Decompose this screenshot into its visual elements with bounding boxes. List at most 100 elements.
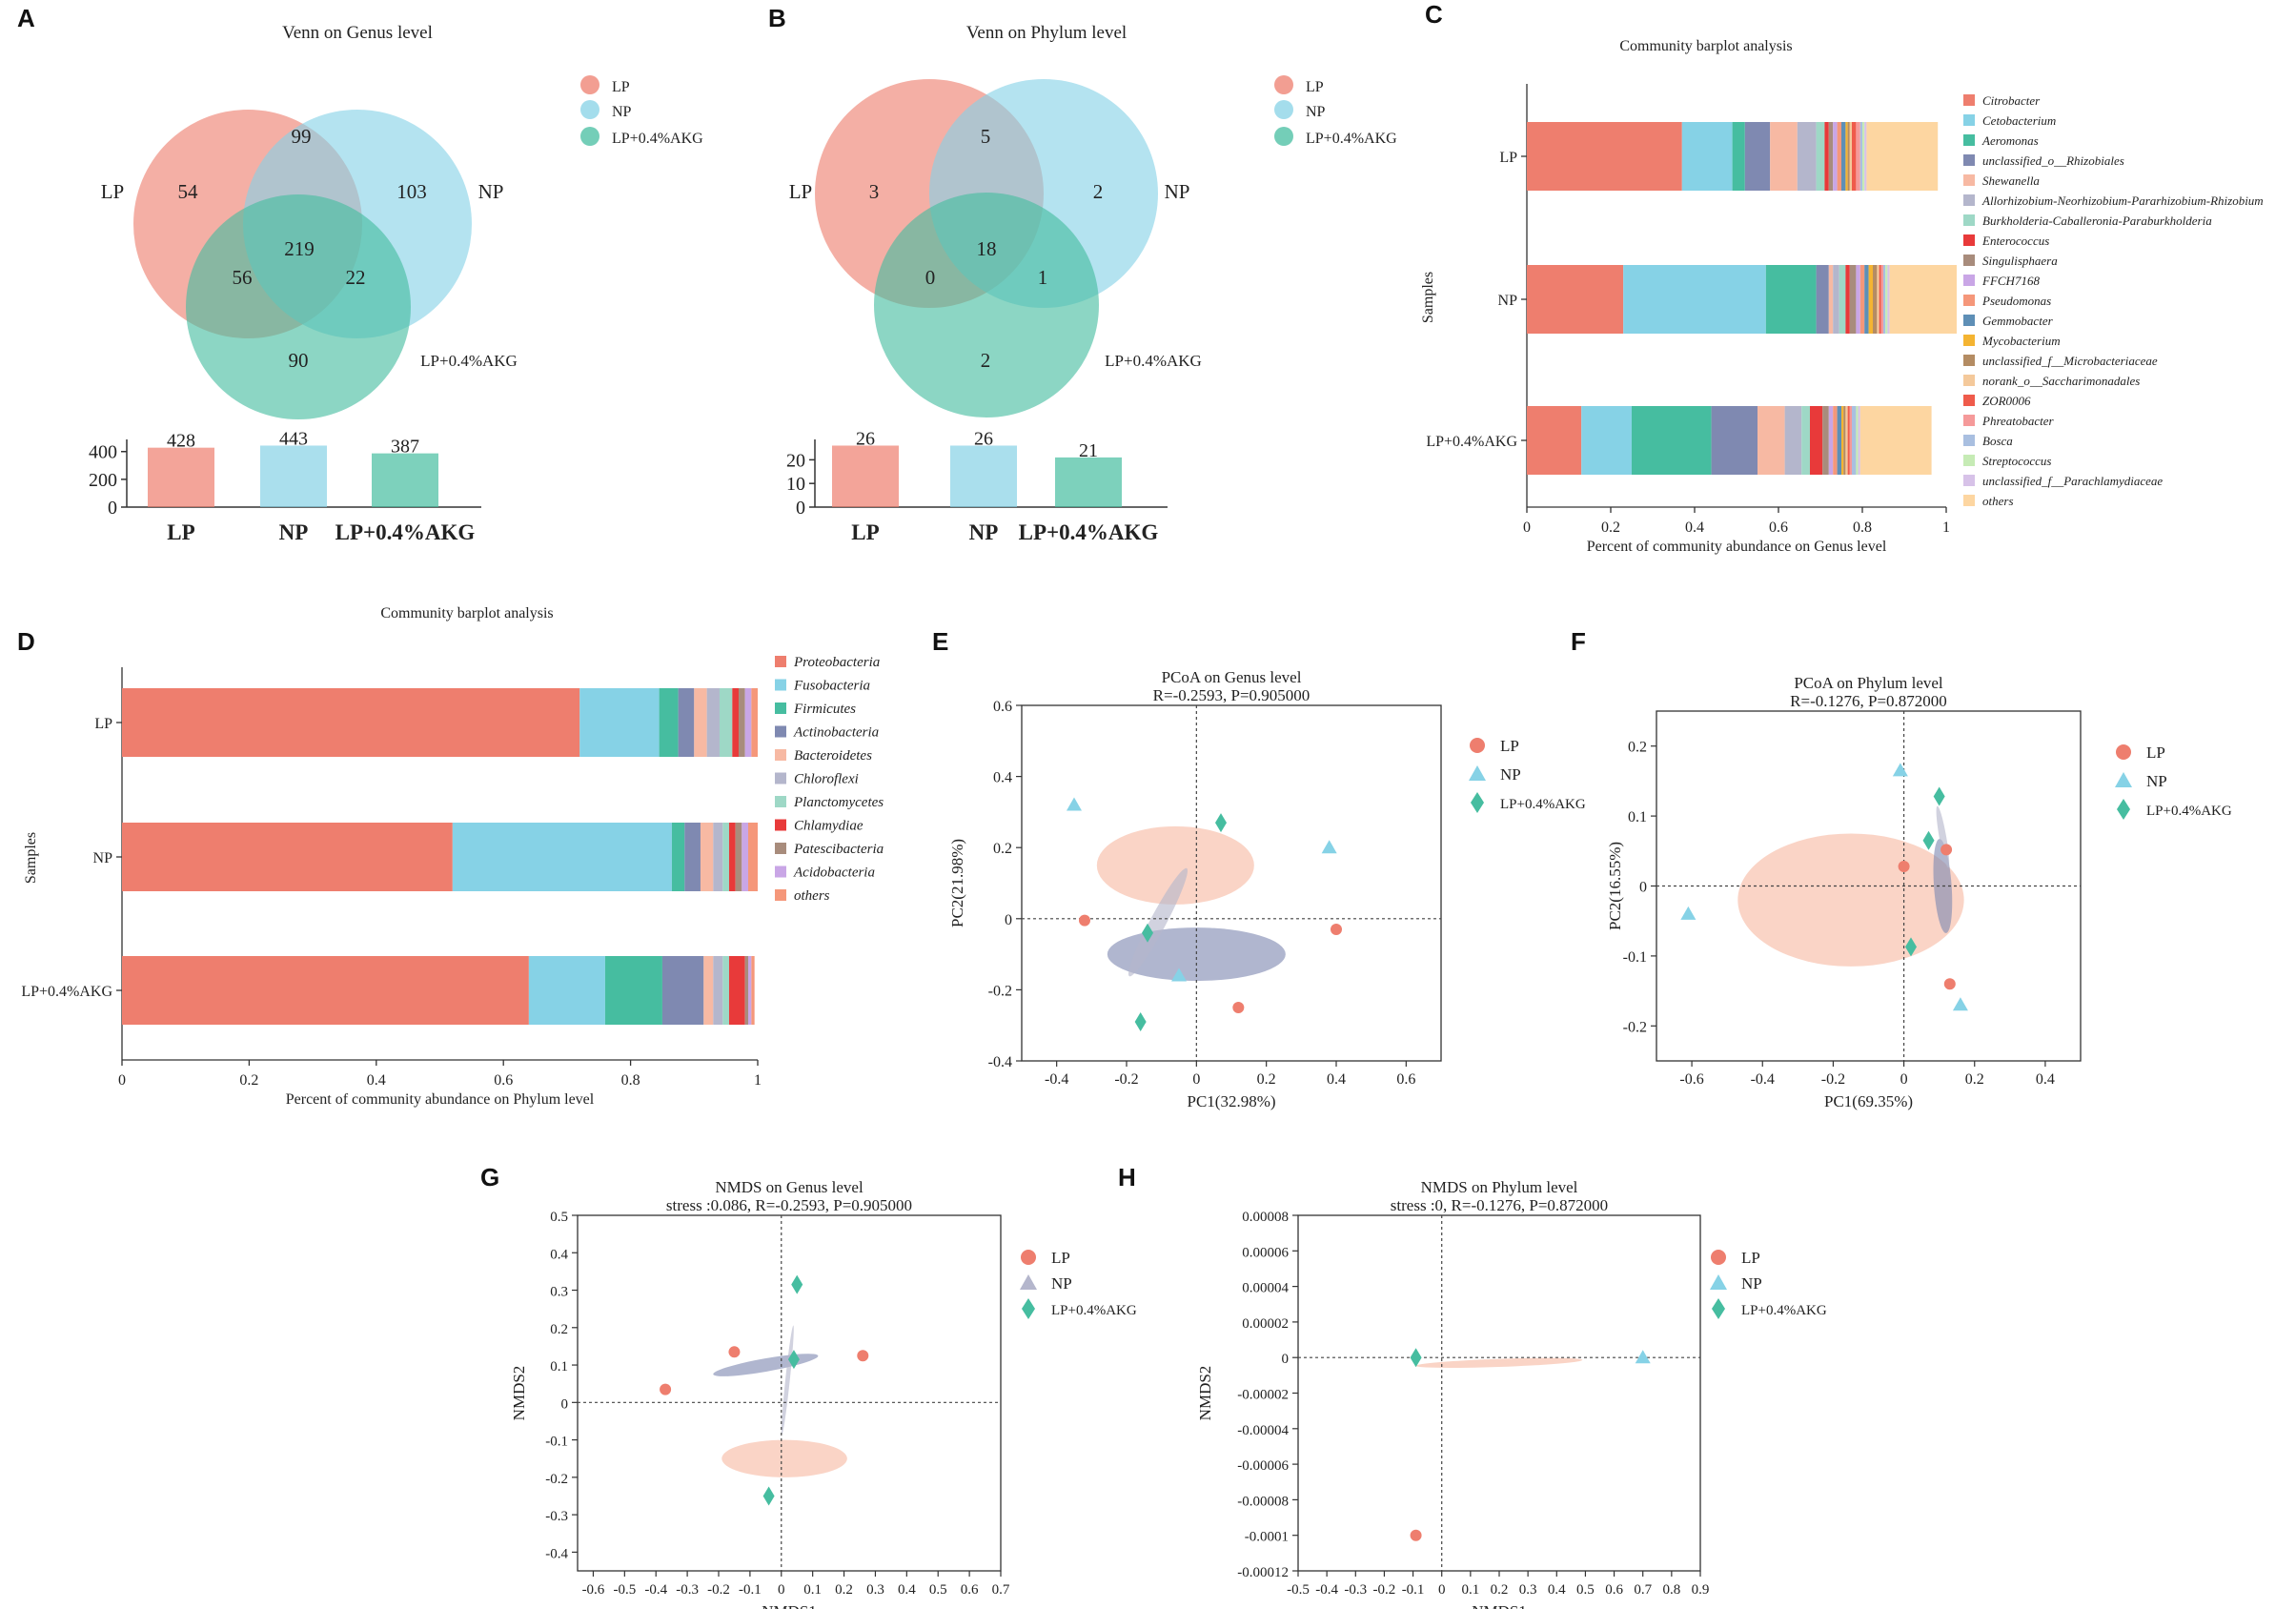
- legend-swatch-actinobacteria: [775, 725, 786, 738]
- x-axis-title: NMDS1: [762, 1602, 817, 1609]
- nmds-phylum-plot: -0.5 -0.4 -0.3 -0.2 -0.1 0 0.1 0.2 0.3 0.4 0.5 0.6 0…: [1196, 1178, 1827, 1609]
- y-axis-title: PC2(16.55%): [1606, 842, 1624, 930]
- chart-title: NMDS on Phylum level: [1421, 1178, 1578, 1196]
- x-tick-label: 0.4: [367, 1072, 386, 1089]
- bar-segment-planctomycetes: [719, 688, 733, 757]
- bar-segment-unclassified-f-parachlamydiaceae: [1864, 122, 1867, 191]
- legend-label-burkholderia-caballeronia-paraburkholderia: Burkholderia-Caballeronia-Paraburkholder…: [1982, 214, 2212, 228]
- x-tick-label: 0.7: [1634, 1582, 1652, 1598]
- bar-segment-enterococcus: [1824, 122, 1829, 191]
- venn-phylum-legend-lp-swatch: [1274, 75, 1293, 94]
- bar-segment-zor0006: [1852, 122, 1857, 191]
- venn-genus-region-akg-only: 90: [289, 349, 309, 372]
- point-lp-0-4-akg: [1933, 786, 1945, 806]
- venn-phylum-np-label: NP: [1165, 180, 1190, 203]
- bar-segment-chloroflexi: [713, 823, 723, 891]
- legend-label-chlamydiae: Chlamydiae: [794, 819, 864, 834]
- bar-segment-acidobacteria: [744, 688, 752, 757]
- venn-phylum: Venn on Phylum level LP NP LP+0.4%AKG 3 …: [786, 23, 1397, 544]
- bar-segment-patescibacteria: [738, 688, 745, 757]
- legend-label-aeromonas: Aeromonas: [1981, 133, 2039, 148]
- bar-segment-gemmobacter: [1837, 406, 1841, 475]
- panel-label-f: F: [1571, 627, 1586, 656]
- point-lp: [1410, 1529, 1422, 1541]
- bar-segment-fusobacteria: [528, 956, 605, 1025]
- x-tick-label: 0.3: [1519, 1582, 1537, 1598]
- bar-y-tick-label: 400: [89, 442, 117, 463]
- legend-label-lp: LP: [1500, 737, 1519, 755]
- legend-label-others: others: [1982, 494, 2014, 508]
- x-tick-label: 1: [754, 1072, 762, 1089]
- legend-swatch-citrobacter: [1963, 94, 1975, 106]
- venn-phylum-set-size-bars: 0 10 20 26 LP 26 NP 21 LP+0.4%AKG: [786, 428, 1168, 544]
- x-axis-title: PC1(32.98%): [1187, 1092, 1275, 1110]
- category-label-lp: LP: [1499, 150, 1517, 166]
- legend-label-patescibacteria: Patescibacteria: [793, 842, 884, 857]
- y-tick-label: -0.00002: [1237, 1388, 1289, 1403]
- bar-segment-pseudomonas: [1837, 122, 1841, 191]
- x-tick-label: 0.4: [1685, 519, 1704, 536]
- plot-frame: [577, 1214, 1002, 1572]
- x-tick-label: 0.8: [1662, 1582, 1680, 1598]
- y-tick-label: 0.2: [993, 841, 1012, 857]
- bar-segment-chlamydiae: [732, 688, 739, 757]
- legend-label-lp: LP: [2146, 743, 2165, 762]
- legend-label-lp-0-4-akg: LP+0.4%AKG: [2146, 804, 2232, 819]
- x-tick-label: 0.7: [992, 1582, 1010, 1598]
- bar-segment-unclassified-f-microbacteriaceae: [1843, 406, 1846, 475]
- venn-phylum-region-np-akg: 1: [1038, 266, 1048, 289]
- legend-swatch-shewanella: [1963, 174, 1975, 186]
- set-size-bar-lp: [148, 447, 214, 507]
- y-tick-label: 0: [1005, 912, 1012, 928]
- bar-segment-shewanella: [1770, 122, 1798, 191]
- venn-genus-region-all: 219: [284, 237, 315, 260]
- point-lp-0-4-akg: [787, 1350, 800, 1370]
- y-tick-label: -0.00012: [1237, 1565, 1289, 1580]
- legend-label-streptococcus: Streptococcus: [1982, 454, 2051, 468]
- point-lp-0-4-akg: [1215, 813, 1227, 833]
- point-lp: [857, 1350, 869, 1362]
- legend-label-proteobacteria: Proteobacteria: [793, 655, 880, 670]
- legend-swatch-unclassified-f-microbacteriaceae: [1963, 355, 1975, 366]
- y-tick-label: -0.2: [988, 983, 1012, 999]
- bar-segment-streptococcus: [1885, 265, 1888, 334]
- legend-swatch-zor0006: [1963, 395, 1975, 406]
- y-tick-label: -0.00008: [1237, 1494, 1289, 1509]
- chart-title: NMDS on Genus level: [715, 1178, 864, 1196]
- legend-swatch-streptococcus: [1963, 455, 1975, 466]
- x-tick-label: -0.1: [1402, 1582, 1425, 1598]
- confidence-ellipse-np: [781, 1325, 794, 1435]
- bar-segment-bacteroidetes: [703, 956, 714, 1025]
- x-tick-label: 0.2: [1257, 1071, 1276, 1088]
- legend-swatch-aeromonas: [1963, 134, 1975, 146]
- bar-segment-chloroflexi: [706, 688, 720, 757]
- x-tick-label: -0.6: [1679, 1071, 1703, 1088]
- confidence-ellipse-lp-0-4-akg: [721, 1439, 847, 1477]
- set-size-category-lp: LP: [851, 520, 879, 544]
- legend-swatch-unclassified-f-parachlamydiaceae: [1963, 475, 1975, 486]
- venn-genus-legend-np: NP: [612, 104, 632, 120]
- bar-segment-acidobacteria: [747, 956, 752, 1025]
- y-tick-label: 0: [1282, 1352, 1290, 1367]
- legend-label-lp-0-4-akg: LP+0.4%AKG: [1051, 1303, 1137, 1318]
- set-size-value-lp: 26: [856, 428, 875, 449]
- x-tick-label: 0.4: [898, 1582, 916, 1598]
- bar-segment-chlamydiae: [728, 956, 745, 1025]
- bar-segment-proteobacteria: [122, 956, 529, 1025]
- x-tick-label: 0.3: [866, 1582, 884, 1598]
- bar-segment-actinobacteria: [684, 823, 701, 891]
- bar-segment-allorhizobium-neorhizobium-pararhizobium-rhizobium: [1784, 406, 1802, 475]
- legend-label-gemmobacter: Gemmobacter: [1982, 314, 2054, 328]
- x-tick-label: 0.9: [1692, 1582, 1710, 1598]
- bar-segment-ffch7168: [1856, 265, 1860, 334]
- bar-segment-firmicutes: [604, 956, 662, 1025]
- x-tick-label: -0.5: [1287, 1582, 1310, 1598]
- bar-segment-others: [1859, 406, 1932, 475]
- bar-segment-others: [1889, 265, 1957, 334]
- chart-subtitle: R=-0.2593, P=0.905000: [1153, 686, 1311, 704]
- legend-label-unclassified-o-rhizobiales: unclassified_o__Rhizobiales: [1982, 153, 2124, 168]
- point-np: [1635, 1350, 1651, 1364]
- bar-segment-singulisphaera: [1822, 406, 1829, 475]
- x-tick-label: -0.2: [707, 1582, 730, 1598]
